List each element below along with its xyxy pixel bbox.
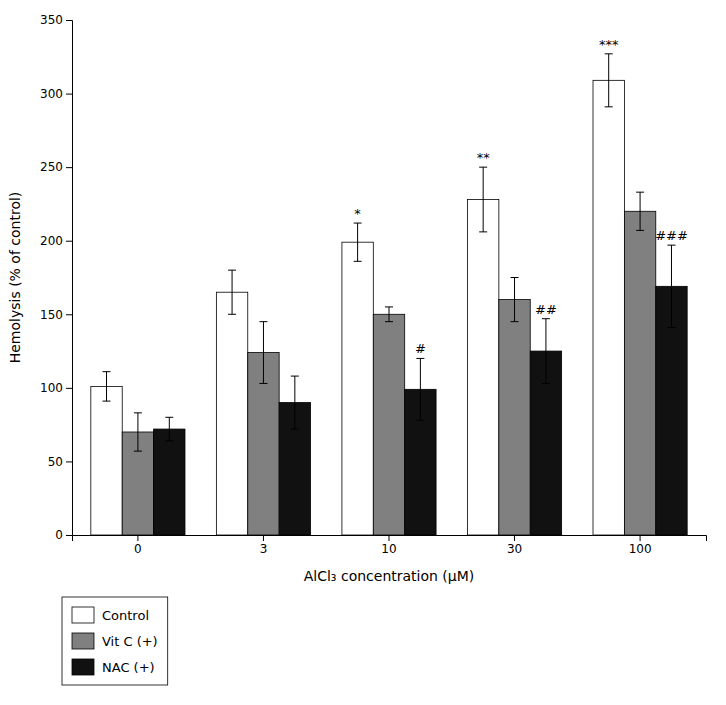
x-tick: 3: [260, 535, 268, 556]
y-axis-title: Hemolysis (% of control): [7, 192, 23, 364]
bar: [499, 300, 530, 535]
annotation: #: [415, 341, 426, 356]
tick-label: 100: [40, 381, 63, 395]
tick-label: 0: [134, 542, 142, 556]
error-bar: [354, 223, 362, 261]
tick-label: 10: [381, 542, 396, 556]
y-tick: 50: [48, 455, 72, 469]
bar: [154, 429, 185, 535]
tick-mark: [66, 461, 72, 462]
tick-mark: [66, 314, 72, 315]
legend-item: Vit C (+): [72, 633, 158, 649]
bar: [91, 386, 122, 535]
error-bar: [385, 307, 393, 322]
error-bar: [259, 322, 267, 384]
tick-label: 0: [55, 528, 63, 542]
axis-line: [73, 536, 707, 542]
tick-mark: [66, 241, 72, 242]
chart-container: 050100150200250300350031030100******####…: [0, 0, 726, 705]
legend-swatch: [72, 607, 94, 623]
tick-label: 100: [629, 542, 652, 556]
error-bar: [134, 413, 142, 451]
chart: 050100150200250300350031030100******####…: [0, 0, 726, 705]
legend-item: NAC (+): [72, 659, 155, 675]
bar: [467, 200, 498, 535]
error-bar: [291, 376, 299, 429]
tick-label: 250: [40, 160, 63, 174]
tick-mark: [137, 535, 138, 541]
legend-swatch: [72, 633, 94, 649]
tick-mark: [66, 535, 72, 536]
tick-mark: [263, 535, 264, 541]
series: [122, 192, 656, 535]
error-bar: [165, 417, 173, 441]
y-tick: 100: [40, 381, 72, 395]
y-tick: 0: [55, 528, 72, 542]
y-axis: 0 50 100 150 200 250 300 350: [40, 13, 72, 542]
x-tick: 100: [629, 535, 652, 556]
annotation: ###: [655, 228, 688, 243]
tick-label: 350: [40, 13, 63, 27]
error-bar: [511, 278, 519, 322]
legend-frame: [62, 597, 168, 685]
annotation: ##: [535, 302, 557, 317]
x-axis: 0 3 10 30 100: [73, 535, 707, 556]
bar: [624, 211, 655, 535]
x-axis-title: AlCl₃ concentration (μM): [304, 568, 475, 584]
tick-label: 200: [40, 234, 63, 248]
y-tick: 150: [40, 308, 72, 322]
error-bar: [667, 245, 675, 327]
y-tick: 200: [40, 234, 72, 248]
axis-line: [66, 21, 73, 536]
annotation: *: [354, 206, 361, 221]
tick-mark: [66, 94, 72, 95]
tick-label: 30: [507, 542, 522, 556]
error-bar: [416, 358, 424, 420]
y-tick: 300: [40, 87, 72, 101]
legend-label: NAC (+): [102, 660, 155, 675]
error-bar: [636, 192, 644, 230]
marks: [91, 54, 687, 535]
error-bar: [605, 54, 613, 107]
error-bar: [542, 319, 550, 384]
error-bar: [103, 372, 111, 401]
bar: [342, 242, 373, 535]
series: [91, 54, 625, 535]
annotation: ***: [599, 37, 619, 52]
tick-mark: [640, 535, 641, 541]
error-bar: [228, 270, 236, 314]
y-tick: 350: [40, 13, 72, 27]
error-bar: [479, 167, 487, 232]
legend-item: Control: [72, 607, 149, 623]
tick-mark: [66, 167, 72, 168]
bar: [593, 80, 624, 535]
tick-label: 50: [48, 455, 63, 469]
legend-label: Vit C (+): [102, 634, 158, 649]
y-tick: 250: [40, 160, 72, 174]
bar: [373, 314, 404, 535]
tick-mark: [514, 535, 515, 541]
x-tick: 0: [134, 535, 142, 556]
legend-swatch: [72, 659, 94, 675]
tick-mark: [389, 535, 390, 541]
x-tick: 30: [507, 535, 522, 556]
legend-label: Control: [102, 608, 149, 623]
annotation: **: [477, 150, 491, 165]
x-tick: 10: [381, 535, 396, 556]
plot: 050100150200250300350031030100******####…: [40, 13, 706, 555]
tick-label: 3: [260, 542, 268, 556]
tick-mark: [66, 388, 72, 389]
tick-label: 300: [40, 87, 63, 101]
bar: [216, 292, 247, 535]
series: [154, 245, 688, 535]
legend: Control Vit C (+) NAC (+): [62, 597, 168, 685]
annotations: ******######: [354, 37, 687, 357]
tick-mark: [66, 20, 72, 21]
tick-label: 150: [40, 308, 63, 322]
